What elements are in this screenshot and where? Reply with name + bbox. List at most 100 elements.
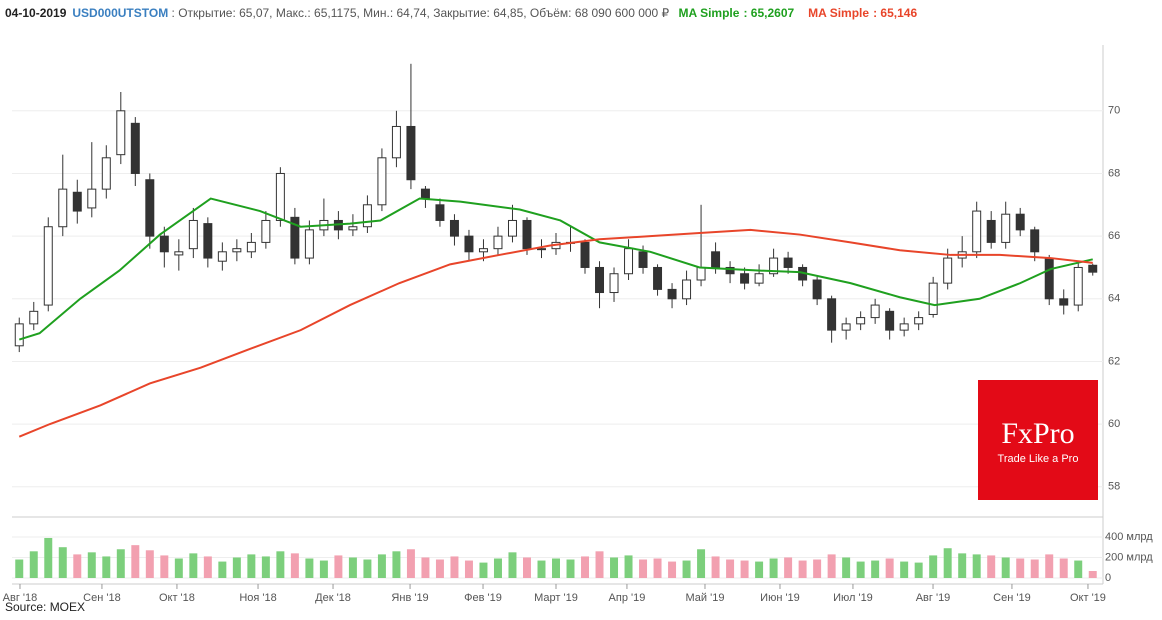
- volume-bar: [987, 555, 996, 578]
- candle-body: [420, 188, 430, 200]
- candle-body: [87, 188, 97, 209]
- candle-body: [449, 219, 459, 237]
- volume-bar: [464, 560, 473, 578]
- candle-body: [870, 304, 880, 319]
- x-tick-label: Дек '18: [315, 592, 351, 604]
- volume-bar: [435, 559, 444, 578]
- volume-bar: [58, 547, 67, 578]
- x-tick-label: Янв '19: [391, 592, 428, 604]
- y-tick-label: 70: [1108, 105, 1120, 117]
- volume-bar: [856, 561, 865, 578]
- candle-body: [246, 241, 256, 253]
- candle-body: [188, 219, 198, 250]
- candle-body: [711, 251, 721, 268]
- candle-body: [232, 248, 242, 253]
- volume-bar: [174, 558, 183, 578]
- candle-body: [783, 257, 793, 268]
- x-tick-label: Авг '19: [916, 592, 951, 604]
- moving-average: [18, 228, 1093, 438]
- x-tick-label: Сен '19: [993, 592, 1031, 604]
- candle-body: [1073, 266, 1083, 306]
- candle-body: [290, 216, 300, 259]
- candle-body: [116, 110, 126, 156]
- volume-bar: [305, 558, 314, 578]
- candle-body: [537, 248, 546, 251]
- volume-bar: [537, 560, 546, 578]
- volume-bar: [87, 552, 96, 578]
- volume-bar: [784, 557, 793, 578]
- x-tick-label: Апр '19: [609, 592, 646, 604]
- volume-bar: [871, 560, 880, 578]
- candle-body: [609, 273, 619, 294]
- volume-bar: [29, 551, 38, 578]
- x-tick-label: Июн '19: [760, 592, 800, 604]
- candle-body: [130, 122, 140, 174]
- header: 04-10-2019 USD000UTSTOM : Открытие: 65,07…: [5, 6, 937, 20]
- volume-bar: [769, 558, 778, 578]
- y-tick-label: 58: [1108, 481, 1120, 493]
- candle-body: [435, 204, 445, 221]
- candle-body: [377, 157, 387, 206]
- volume-bar: [914, 562, 923, 578]
- y-tick-label: 66: [1108, 230, 1120, 242]
- candle-body: [493, 235, 503, 250]
- candle-body: [624, 248, 634, 275]
- candle-body: [1001, 213, 1011, 243]
- legend-name: MA Simple: [808, 6, 870, 20]
- volume-bar: [566, 559, 575, 578]
- volume-bar: [44, 537, 53, 578]
- volume-tick-label: 0: [1105, 572, 1111, 584]
- volume-bar: [508, 552, 517, 578]
- candle-body: [464, 235, 474, 253]
- volume-bar: [203, 556, 212, 578]
- candle-body: [914, 317, 924, 325]
- volume-tick-label: 400 млрд: [1105, 531, 1153, 543]
- candle-body: [595, 266, 605, 294]
- candle-body: [217, 251, 227, 262]
- info: : Открытие: 65,07, Макс.: 65,1175, Мин.:…: [171, 6, 670, 20]
- volume-bar: [1001, 557, 1010, 578]
- candle-body: [507, 219, 517, 237]
- volume-bar: [276, 551, 285, 578]
- volume-bar: [726, 559, 735, 578]
- moving-average: [18, 197, 1093, 341]
- volume-bar: [73, 554, 82, 578]
- volume-bar: [943, 548, 952, 578]
- volume-bar: [1045, 554, 1054, 578]
- volume-bar: [145, 550, 154, 578]
- candle-body: [841, 323, 851, 331]
- candle-body: [29, 310, 39, 325]
- candle-body: [1044, 257, 1054, 300]
- volume-bar: [522, 557, 531, 578]
- candle-body: [1088, 264, 1098, 273]
- volume-bar: [102, 556, 111, 578]
- volume-bar: [247, 554, 256, 578]
- volume-bar: [261, 556, 270, 578]
- x-tick-label: Авг '18: [3, 592, 38, 604]
- volume-bar: [334, 555, 343, 578]
- logo-tagline: Trade Like a Pro: [998, 453, 1079, 465]
- volume-bar: [972, 554, 981, 578]
- volume-bar: [798, 560, 807, 578]
- volume-bar: [755, 561, 764, 578]
- candle-body: [522, 219, 532, 250]
- volume-bar: [363, 559, 372, 578]
- volume-bar: [421, 557, 430, 578]
- volume-bar: [160, 555, 169, 578]
- volume-bar: [189, 553, 198, 578]
- candle-body: [769, 257, 779, 275]
- volume-bar: [929, 555, 938, 578]
- x-tick-label: Окт '18: [159, 592, 195, 604]
- candle-body: [856, 317, 866, 325]
- candle-body: [740, 273, 750, 284]
- legend-value: : 65,146: [873, 6, 918, 20]
- candle-body: [827, 298, 837, 331]
- candle-body: [58, 188, 68, 228]
- candle-body: [72, 191, 82, 212]
- candle-body: [14, 323, 24, 347]
- y-tick-label: 68: [1108, 167, 1120, 179]
- volume-bar: [740, 560, 749, 578]
- candle-body: [725, 266, 735, 275]
- volume-bar: [711, 556, 720, 578]
- legend-name: MA Simple: [678, 6, 740, 20]
